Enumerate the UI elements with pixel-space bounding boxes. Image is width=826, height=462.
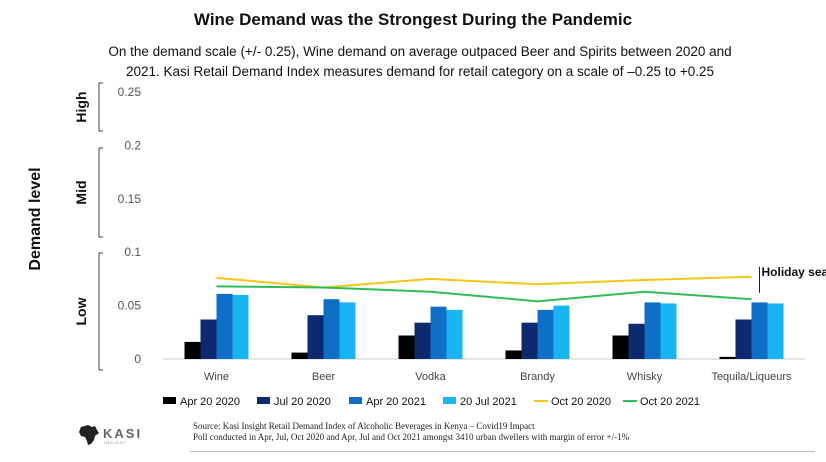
band-bracket — [98, 252, 103, 371]
bar-20-jul-2021 — [660, 303, 677, 359]
x-tick-label: Vodka — [415, 371, 446, 383]
y-tick-label: 0.15 — [118, 192, 142, 206]
legend-swatch — [443, 397, 456, 404]
band-bracket — [98, 82, 103, 132]
bar-apr-20-2020 — [291, 352, 308, 359]
legend-label: Jul 20 2020 — [274, 396, 331, 408]
x-tick-label: Wine — [204, 371, 229, 383]
legend-swatch — [163, 397, 176, 404]
band-label-mid: Mid — [73, 180, 89, 204]
bar-20-jul-2021 — [767, 303, 784, 359]
bar-apr-20-2020 — [505, 350, 522, 359]
bar-20-jul-2021 — [232, 294, 249, 359]
legend-swatch — [257, 397, 270, 404]
line-oct-20-2021 — [216, 285, 752, 303]
bar-jul-20-2020 — [735, 319, 752, 359]
bar-apr-20-2020 — [719, 356, 736, 359]
y-tick-label: 0 — [134, 352, 141, 366]
legend-label: Oct 20 2020 — [551, 396, 611, 408]
bar-apr-20-2021 — [751, 302, 768, 359]
bar-apr-20-2021 — [537, 309, 554, 359]
source-line-2: Poll conducted in Apr, Jul, Oct 2020 and… — [193, 432, 630, 442]
bar-20-jul-2021 — [339, 302, 356, 359]
bar-jul-20-2020 — [200, 319, 217, 359]
bar-jul-20-2020 — [521, 322, 538, 359]
subtitle-line-2: 2021. Kasi Retail Demand Index measures … — [126, 64, 714, 79]
band-label-low: Low — [73, 297, 89, 325]
legend-label: 20 Jul 2021 — [460, 396, 517, 408]
annotation-holiday-season: Holiday season — [762, 265, 826, 279]
bar-20-jul-2021 — [446, 309, 463, 359]
legend-label: Apr 20 2021 — [366, 396, 426, 408]
bar-apr-20-2020 — [184, 341, 201, 359]
band-bracket — [98, 147, 103, 238]
bar-20-jul-2021 — [553, 305, 570, 359]
bar-apr-20-2021 — [430, 306, 447, 359]
x-tick-label: Tequila/Liqueurs — [711, 371, 792, 383]
chart-subtitle: On the demand scale (+/- 0.25), Wine dem… — [70, 42, 770, 82]
logo-tagline: INSIGHT — [104, 440, 128, 445]
logo-text: KASI — [103, 426, 143, 441]
bar-jul-20-2020 — [628, 323, 645, 359]
y-tick-label: 0.2 — [124, 138, 141, 152]
bar-apr-20-2021 — [644, 302, 661, 359]
band-label-high: High — [73, 91, 89, 122]
bar-jul-20-2020 — [414, 322, 431, 359]
legend-label: Oct 20 2021 — [640, 396, 700, 408]
x-tick-label: Brandy — [520, 371, 555, 383]
bottom-divider — [190, 451, 815, 452]
line-oct-20-2020 — [216, 275, 752, 289]
bar-apr-20-2021 — [216, 293, 233, 359]
y-tick-label: 0.25 — [118, 85, 142, 99]
africa-map-icon — [79, 425, 99, 445]
source-line-1: Source: Kasi Insight Retail Demand Index… — [193, 421, 535, 431]
x-tick-label: Beer — [312, 371, 336, 383]
y-axis-title: Demand level — [27, 167, 44, 270]
source-note: Source: Kasi Insight Retail Demand Index… — [193, 421, 813, 443]
kasi-logo: KASI INSIGHT — [77, 424, 167, 446]
subtitle-line-1: On the demand scale (+/- 0.25), Wine dem… — [108, 44, 732, 59]
y-tick-label: 0.1 — [124, 245, 141, 259]
bar-jul-20-2020 — [307, 315, 324, 359]
legend-label: Apr 20 2020 — [180, 396, 240, 408]
bar-apr-20-2020 — [398, 335, 415, 359]
legend-swatch — [349, 397, 362, 404]
chart-title: Wine Demand was the Strongest During the… — [193, 10, 633, 29]
x-tick-label: Whisky — [627, 371, 663, 383]
bar-apr-20-2020 — [612, 335, 629, 359]
bar-apr-20-2021 — [323, 299, 340, 359]
y-tick-label: 0.05 — [118, 299, 142, 313]
